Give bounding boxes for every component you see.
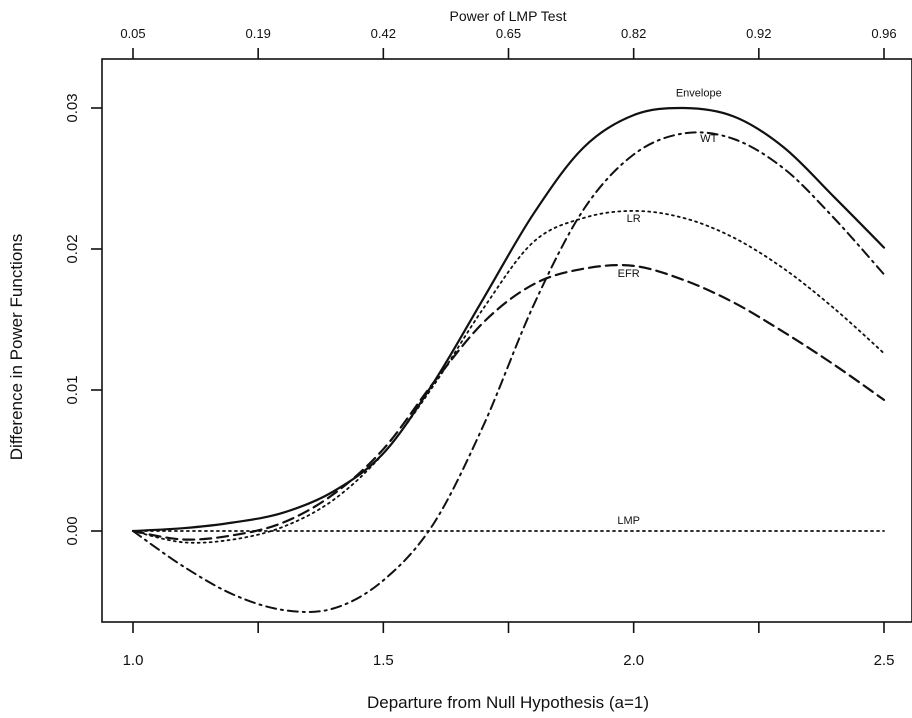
top-tick-label: 0.96 bbox=[871, 26, 896, 41]
top-tick-label: 0.19 bbox=[246, 26, 271, 41]
plot-frame bbox=[101, 58, 912, 623]
top-tick-label: 0.65 bbox=[496, 26, 521, 41]
top-tick-label: 0.42 bbox=[371, 26, 396, 41]
y-tick-label: 0.03 bbox=[64, 93, 81, 122]
top-axis-title: Power of LMP Test bbox=[450, 8, 567, 24]
x-tick-label: 1.0 bbox=[123, 652, 144, 669]
x-tick-label: 2.5 bbox=[874, 652, 895, 669]
x-axis-title: Departure from Null Hypothesis (a=1) bbox=[367, 693, 649, 712]
series-line-envelope bbox=[131, 106, 886, 533]
series-label-lmp: LMP bbox=[617, 515, 640, 527]
series-label-wt: WT bbox=[700, 133, 717, 145]
y-tick-label: 0.02 bbox=[64, 234, 81, 263]
series-label-lr: LR bbox=[627, 213, 641, 225]
series-line-wt bbox=[132, 131, 885, 613]
y-axis-title: Difference in Power Functions bbox=[7, 234, 26, 460]
top-tick-label: 0.92 bbox=[746, 26, 771, 41]
series-line-lr bbox=[132, 209, 885, 544]
y-tick-label: 0.01 bbox=[64, 375, 81, 404]
x-tick-label: 1.5 bbox=[373, 652, 394, 669]
top-tick-label: 0.05 bbox=[120, 26, 145, 41]
series-label-envelope: Envelope bbox=[676, 88, 722, 100]
series-line-efr bbox=[131, 264, 886, 541]
y-tick-label: 0.00 bbox=[64, 516, 81, 545]
top-tick-label: 0.82 bbox=[621, 26, 646, 41]
x-tick-label: 2.0 bbox=[623, 652, 644, 669]
series-label-efr: EFR bbox=[618, 268, 640, 280]
